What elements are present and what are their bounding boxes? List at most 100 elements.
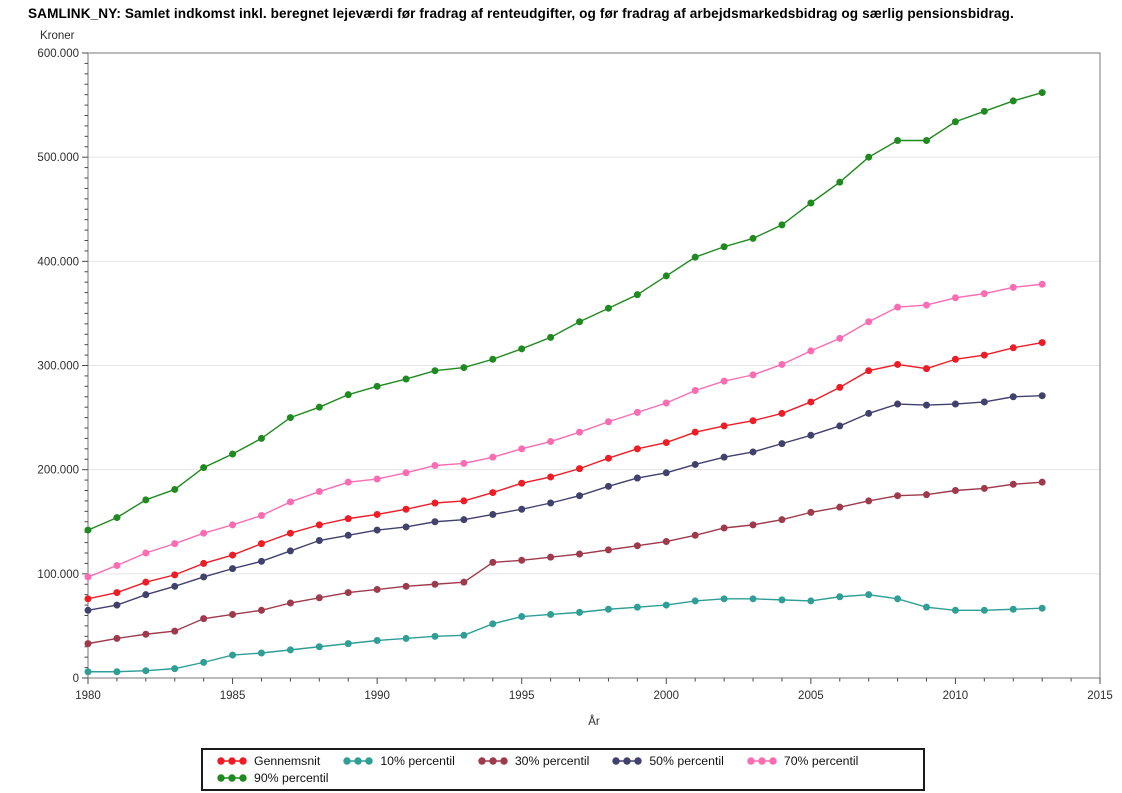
- legend: Gennemsnit 10% percentil 30% percentil 50% …: [201, 748, 925, 791]
- x-tick-label: 1980: [75, 690, 101, 702]
- data-point: [518, 613, 526, 621]
- data-point: [229, 610, 237, 618]
- data-point: [951, 606, 959, 614]
- data-point: [171, 627, 179, 635]
- legend-label: Gennemsnit: [254, 754, 321, 768]
- data-point: [315, 403, 323, 411]
- data-point: [720, 377, 728, 385]
- data-point: [84, 668, 92, 676]
- series-line: [87, 341, 1043, 600]
- x-tick-label: 2010: [943, 690, 969, 702]
- data-point: [576, 318, 584, 326]
- data-point: [113, 634, 121, 642]
- x-axis-title: År: [588, 716, 600, 728]
- data-point: [604, 304, 612, 312]
- series-line: [87, 91, 1043, 531]
- x-tick-labels: 1980 1985 1990 1995 2000 2005 2010 2015: [75, 690, 1113, 702]
- data-point: [778, 440, 786, 448]
- data-point: [431, 462, 439, 469]
- legend-marker-dot: [747, 757, 755, 765]
- legend-marker-dot: [239, 757, 247, 765]
- legend-label: 10% percentil: [380, 754, 455, 768]
- legend-marker-dot: [634, 757, 643, 765]
- legend-label: 70% percentil: [783, 754, 859, 768]
- legend-marker-icon: [747, 757, 777, 765]
- data-point: [113, 562, 121, 569]
- data-point: [865, 497, 873, 505]
- legend-marker-dot: [217, 774, 225, 782]
- data-point: [315, 537, 323, 544]
- data-point: [518, 445, 526, 453]
- data-point: [749, 234, 757, 242]
- data-point: [633, 474, 641, 482]
- data-point: [84, 595, 92, 603]
- data-point: [489, 510, 497, 518]
- data-point: [315, 521, 323, 529]
- series-70-percentil: [84, 280, 1046, 581]
- data-point: [894, 492, 902, 500]
- x-tick-label: 1990: [364, 690, 390, 702]
- y-tick-label: 200.000: [37, 465, 79, 477]
- legend-marker-dot: [239, 774, 247, 782]
- legend-label: 30% percentil: [514, 754, 590, 768]
- data-point: [229, 651, 237, 659]
- data-point: [749, 371, 757, 379]
- data-point: [604, 482, 612, 490]
- data-point: [720, 595, 728, 603]
- data-point: [431, 632, 439, 640]
- y-tick-labels: 0 100.000 200.000 300.000 400.000 500.000 600.…: [37, 48, 79, 685]
- data-point: [518, 345, 526, 353]
- data-point: [865, 318, 873, 326]
- data-point: [229, 450, 237, 458]
- legend-marker-dot: [228, 774, 236, 782]
- data-point: [980, 351, 988, 359]
- legend-marker-dot: [500, 757, 508, 765]
- series-line: [87, 395, 1043, 611]
- data-point: [1009, 393, 1017, 401]
- data-point: [951, 355, 959, 363]
- legend-marker-dot: [758, 757, 766, 765]
- x-ticks: [87, 678, 1101, 684]
- legend-marker-dot: [623, 757, 632, 765]
- data-point: [171, 540, 179, 548]
- data-point: [894, 303, 902, 311]
- series-10-percentil: [84, 591, 1046, 676]
- x-tick-label: 1995: [509, 690, 535, 702]
- data-point: [865, 591, 873, 599]
- data-point: [980, 107, 988, 115]
- legend-label: 90% percentil: [254, 771, 329, 785]
- data-point: [113, 601, 121, 609]
- data-point: [1038, 478, 1046, 486]
- data-point: [460, 497, 468, 505]
- data-point: [980, 606, 988, 614]
- data-point: [315, 488, 323, 496]
- data-point: [807, 508, 815, 516]
- data-point: [547, 438, 555, 446]
- data-point: [576, 492, 584, 500]
- y-tick-label: 100.000: [37, 569, 79, 581]
- data-point: [720, 243, 728, 251]
- data-point: [894, 360, 902, 368]
- legend-marker-icon: [217, 774, 247, 782]
- legend-marker-icon: [217, 757, 247, 765]
- data-point: [518, 479, 526, 487]
- data-point: [1038, 604, 1046, 612]
- data-point: [951, 400, 959, 408]
- data-point: [662, 399, 670, 407]
- data-point: [200, 529, 208, 537]
- legend-marker-dot: [354, 757, 363, 765]
- data-point: [1009, 97, 1017, 105]
- data-point: [691, 460, 699, 468]
- data-point: [662, 469, 670, 477]
- data-point: [576, 550, 584, 558]
- data-point: [171, 665, 179, 673]
- plot-area: 0 100.000 200.000 300.000 400.000 500.000 600.…: [37, 48, 1113, 702]
- data-point: [84, 640, 92, 648]
- data-point: [865, 153, 873, 161]
- data-point: [402, 634, 410, 642]
- data-point: [344, 515, 352, 523]
- data-point: [142, 549, 150, 557]
- data-point: [865, 367, 873, 375]
- y-tick-label: 400.000: [37, 256, 79, 268]
- data-point: [691, 531, 699, 539]
